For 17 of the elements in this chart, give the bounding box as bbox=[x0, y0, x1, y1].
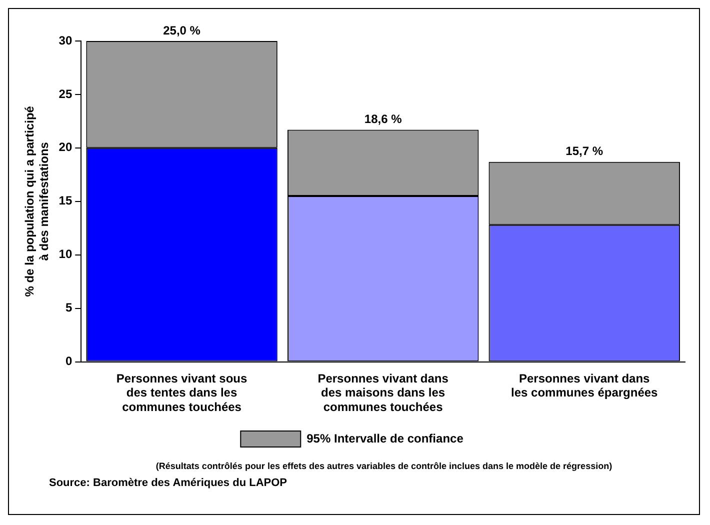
y-tick-label: 20 bbox=[58, 140, 72, 154]
y-tick-label: 5 bbox=[65, 300, 72, 315]
text: (Résultats contrôlés pour les effets des autres variables de contrôle inclues dans le modèle de régression) bbox=[154, 461, 614, 471]
y-axis-title: % de la population qui a participé à des manifestations bbox=[22, 106, 51, 297]
source-note: Source: Baromètre des Amériques du LAPOP bbox=[48, 477, 288, 489]
y-tick-label: 25 bbox=[58, 86, 72, 101]
y-tick-label: 15 bbox=[58, 194, 72, 208]
y-tick-label: 30 bbox=[58, 33, 72, 48]
legend-label: 95% Intervalle de confiance bbox=[306, 431, 464, 446]
y-tick-label: 0 bbox=[65, 354, 72, 368]
y-tick-label: 10 bbox=[58, 247, 72, 262]
annotation: 15,7 % bbox=[566, 144, 604, 158]
annotation: 18,6 % bbox=[364, 112, 402, 126]
x-tick-label: Personnes vivant dans les communes épargnées bbox=[510, 371, 658, 400]
x-tick-label: Personnes vivant sous des tentes dans les communes touchées bbox=[116, 371, 248, 414]
annotation: 25,0 % bbox=[163, 23, 201, 38]
x-tick-label: Personnes vivant dans des maisons dans les communes touchées bbox=[318, 371, 449, 414]
